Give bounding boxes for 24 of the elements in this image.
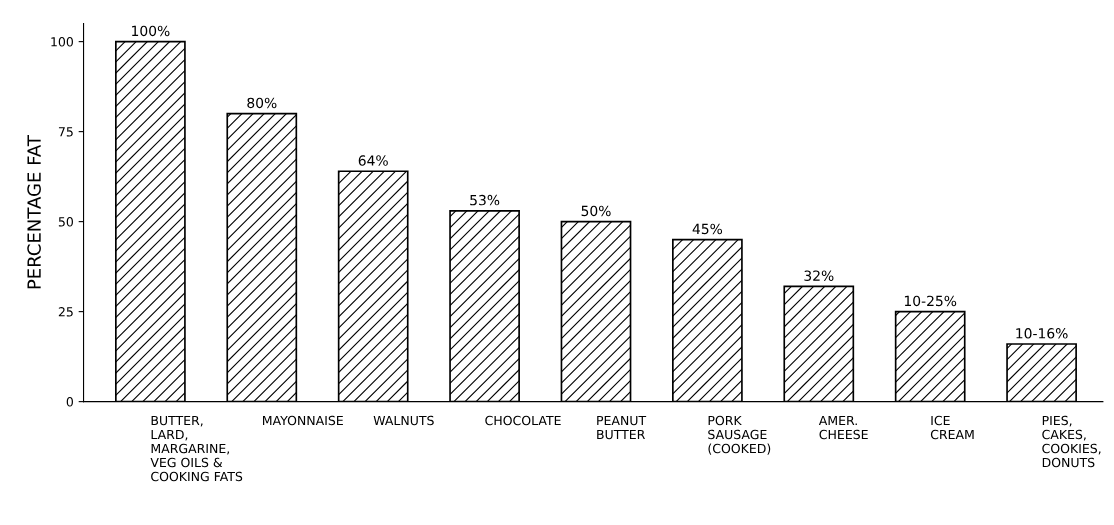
data-label: 32% [804, 270, 834, 281]
annotation: 10-16% [1016, 328, 1068, 339]
annotation: 10-25% [904, 295, 957, 307]
data-label: 64% [358, 155, 388, 166]
y-tick-label: 25 [58, 307, 73, 317]
data-label: 100% [132, 25, 170, 37]
data-label: 53% [470, 194, 500, 206]
data-label: 50% [581, 205, 611, 217]
x-tick-label: WALNUTS [373, 415, 434, 426]
x-tick-label: BUTTER, LARD, MARGARINE, VEG OILS & COOKING FATS [150, 415, 243, 482]
x-tick-label: CHOCOLATE [485, 415, 561, 426]
x-tick-label: ICE CREAM [930, 415, 974, 440]
x-tick-label: MAYONNAISE [263, 415, 343, 426]
y-axis-title: PERCENTAGE FAT [27, 135, 41, 289]
x-tick-label: AMER. CHEESE [818, 415, 868, 440]
x-tick-label: PIES, CAKES, COOKIES, DONUTS [1042, 415, 1101, 468]
y-tick-label: 50 [58, 217, 73, 227]
data-label: 80% [247, 97, 277, 109]
data-label: 45% [692, 223, 723, 235]
x-tick-label: PEANUT BUTTER [597, 415, 647, 440]
y-tick-label: 0 [66, 397, 73, 407]
y-tick-label: 100 [51, 37, 73, 47]
y-tick-label: 75 [58, 127, 73, 137]
x-tick-label: PORK SAUSAGE (COOKED) [708, 415, 771, 455]
